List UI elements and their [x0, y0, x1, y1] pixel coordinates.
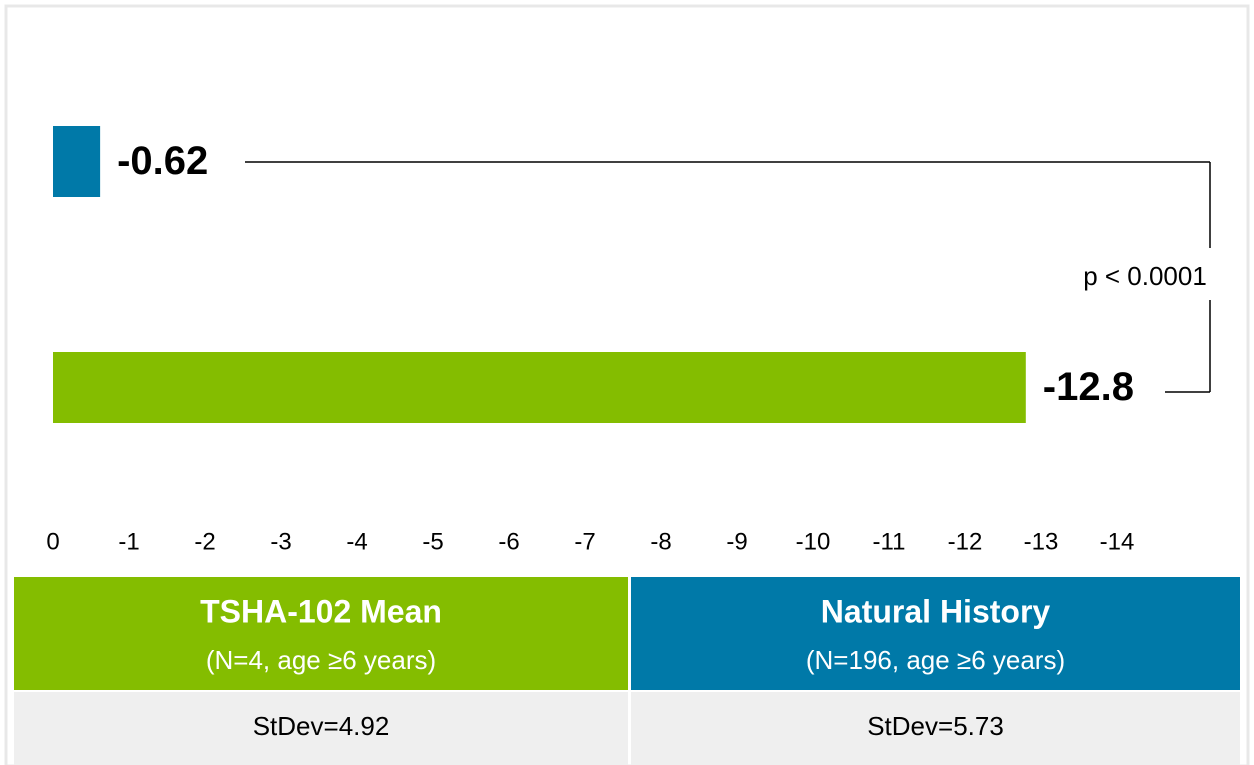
- x-tick-label: -8: [650, 528, 671, 555]
- x-tick-label: -3: [270, 528, 291, 555]
- header-cell: [14, 577, 628, 690]
- x-tick-label: -14: [1100, 528, 1135, 555]
- value-label: -12.8: [1043, 365, 1134, 409]
- x-tick-label: -12: [948, 528, 983, 555]
- x-tick-label: -2: [194, 528, 215, 555]
- column-title: Natural History: [821, 593, 1051, 629]
- x-tick-label: 0: [46, 528, 59, 555]
- x-tick-label: -5: [422, 528, 443, 555]
- stdev-cell: [631, 692, 1240, 765]
- x-tick-label: -4: [346, 528, 367, 555]
- x-tick-label: -9: [726, 528, 747, 555]
- x-tick-label: -1: [118, 528, 139, 555]
- p-value: p < 0.0001: [1083, 261, 1207, 291]
- column-subtitle: (N=196, age ≥6 years): [806, 645, 1065, 675]
- header-cell: [631, 577, 1240, 690]
- bar: [53, 126, 101, 197]
- stdev: StDev=5.73: [867, 711, 1004, 741]
- x-tick-label: -6: [498, 528, 519, 555]
- x-tick-label: -13: [1024, 528, 1059, 555]
- column-subtitle: (N=4, age ≥6 years): [206, 645, 436, 675]
- column-title: TSHA-102 Mean: [200, 593, 442, 629]
- frame: [4, 4, 1250, 765]
- stdev-cell: [14, 692, 628, 765]
- bracket: [245, 161, 1211, 393]
- x-tick-label: -7: [574, 528, 595, 555]
- x-tick-label: -11: [873, 528, 906, 555]
- stdev: StDev=4.92: [253, 711, 390, 741]
- bar: [53, 352, 1026, 423]
- value-label: -0.62: [117, 139, 208, 183]
- x-tick-label: -10: [796, 528, 831, 555]
